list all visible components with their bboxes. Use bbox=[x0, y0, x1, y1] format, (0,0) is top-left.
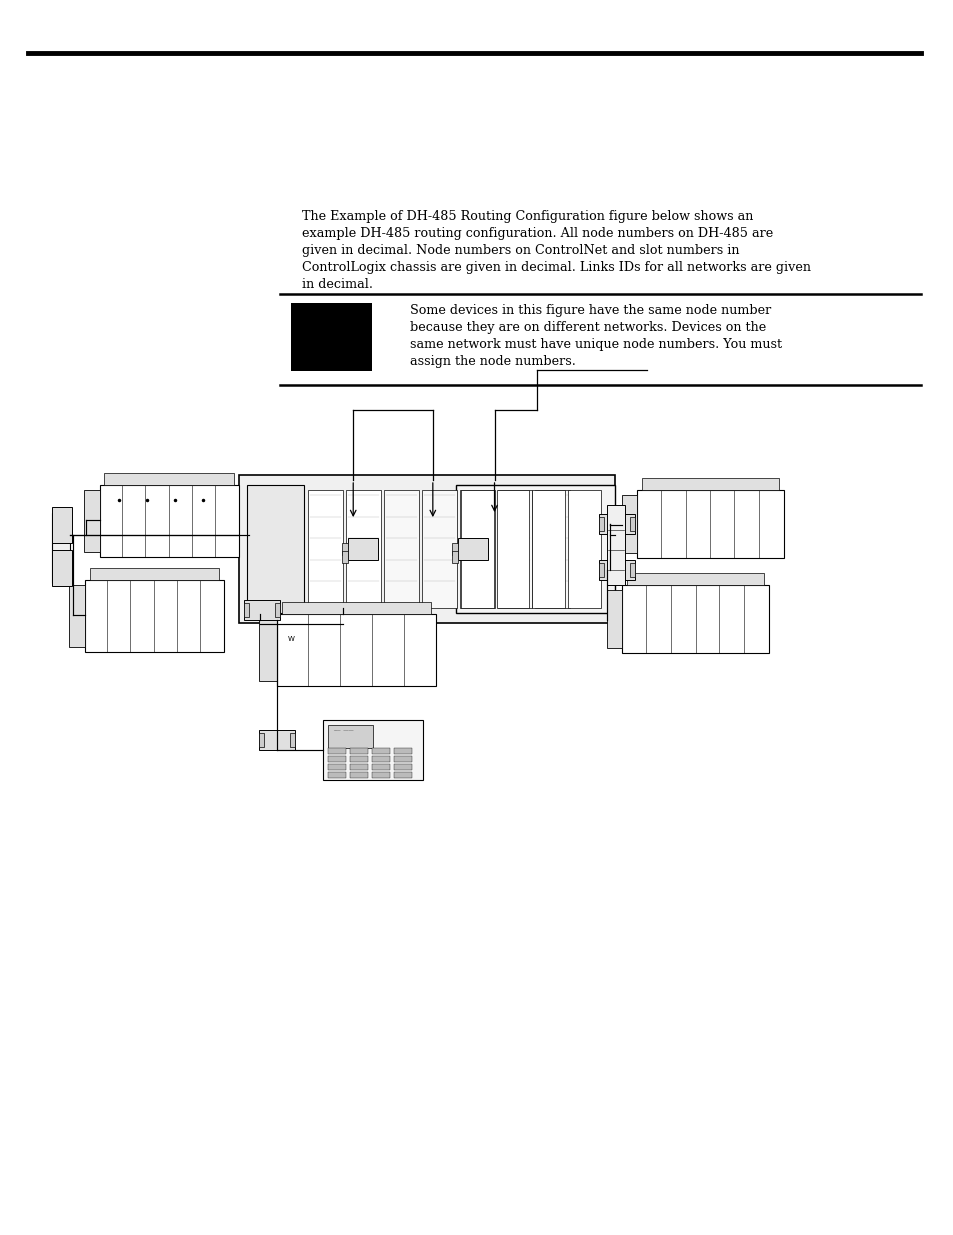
Text: W: W bbox=[288, 636, 294, 642]
Bar bbox=[328, 764, 346, 769]
Bar bbox=[342, 543, 348, 555]
Bar bbox=[328, 725, 373, 748]
Bar bbox=[568, 490, 600, 608]
Bar bbox=[496, 490, 529, 608]
Bar bbox=[350, 772, 368, 778]
Bar bbox=[291, 303, 372, 370]
Bar bbox=[621, 495, 637, 553]
Bar bbox=[372, 764, 390, 769]
Bar bbox=[105, 473, 233, 485]
Bar bbox=[394, 748, 412, 755]
Bar bbox=[372, 756, 390, 762]
Bar bbox=[51, 508, 71, 543]
Bar bbox=[258, 734, 263, 747]
Bar bbox=[276, 614, 436, 685]
Bar bbox=[456, 485, 615, 613]
Bar bbox=[384, 490, 418, 608]
Bar bbox=[350, 764, 368, 769]
Bar bbox=[274, 603, 279, 618]
Bar bbox=[460, 490, 493, 608]
Bar bbox=[598, 563, 603, 577]
Bar bbox=[629, 563, 634, 577]
Bar bbox=[90, 568, 218, 580]
Bar bbox=[346, 490, 380, 608]
Bar bbox=[421, 490, 456, 608]
Bar bbox=[350, 748, 368, 755]
Bar bbox=[452, 543, 457, 555]
Bar bbox=[641, 478, 779, 490]
Bar bbox=[328, 748, 346, 755]
Bar bbox=[372, 772, 390, 778]
Bar bbox=[394, 764, 412, 769]
Bar bbox=[629, 517, 634, 531]
Bar bbox=[452, 551, 457, 563]
Bar bbox=[328, 772, 346, 778]
Bar bbox=[598, 517, 603, 531]
Bar bbox=[350, 756, 368, 762]
Bar bbox=[621, 585, 768, 653]
Text: The Example of DH-485 Routing Configuration figure below shows an
example DH-485: The Example of DH-485 Routing Configurat… bbox=[301, 210, 810, 291]
Bar bbox=[598, 559, 634, 580]
Bar bbox=[497, 490, 532, 608]
Bar bbox=[290, 734, 294, 747]
Bar bbox=[328, 756, 346, 762]
Bar bbox=[323, 720, 422, 781]
Bar bbox=[244, 603, 249, 618]
Bar bbox=[247, 485, 304, 613]
Bar bbox=[85, 580, 224, 652]
Bar bbox=[308, 490, 343, 608]
Bar bbox=[626, 573, 763, 585]
Bar bbox=[258, 730, 294, 750]
Bar bbox=[394, 772, 412, 778]
Bar bbox=[51, 513, 70, 583]
Bar bbox=[457, 538, 487, 559]
Bar bbox=[258, 619, 276, 680]
Bar bbox=[606, 590, 621, 648]
Bar bbox=[281, 601, 431, 614]
Bar bbox=[598, 514, 634, 534]
Bar bbox=[372, 748, 390, 755]
Bar bbox=[459, 490, 494, 608]
Text: Some devices in this figure have the same node number
because they are on differ: Some devices in this figure have the sam… bbox=[410, 304, 781, 368]
Bar bbox=[348, 538, 377, 559]
Bar bbox=[606, 505, 624, 585]
Bar bbox=[535, 490, 570, 608]
Bar bbox=[637, 490, 783, 558]
Bar bbox=[394, 756, 412, 762]
Bar bbox=[51, 550, 71, 585]
Text: ___  ____: ___ ____ bbox=[333, 725, 354, 730]
Bar bbox=[238, 475, 615, 622]
Bar bbox=[244, 600, 279, 620]
Bar bbox=[69, 585, 85, 647]
Bar bbox=[342, 551, 348, 563]
Bar bbox=[532, 490, 564, 608]
Bar bbox=[99, 485, 238, 557]
Bar bbox=[84, 490, 99, 552]
